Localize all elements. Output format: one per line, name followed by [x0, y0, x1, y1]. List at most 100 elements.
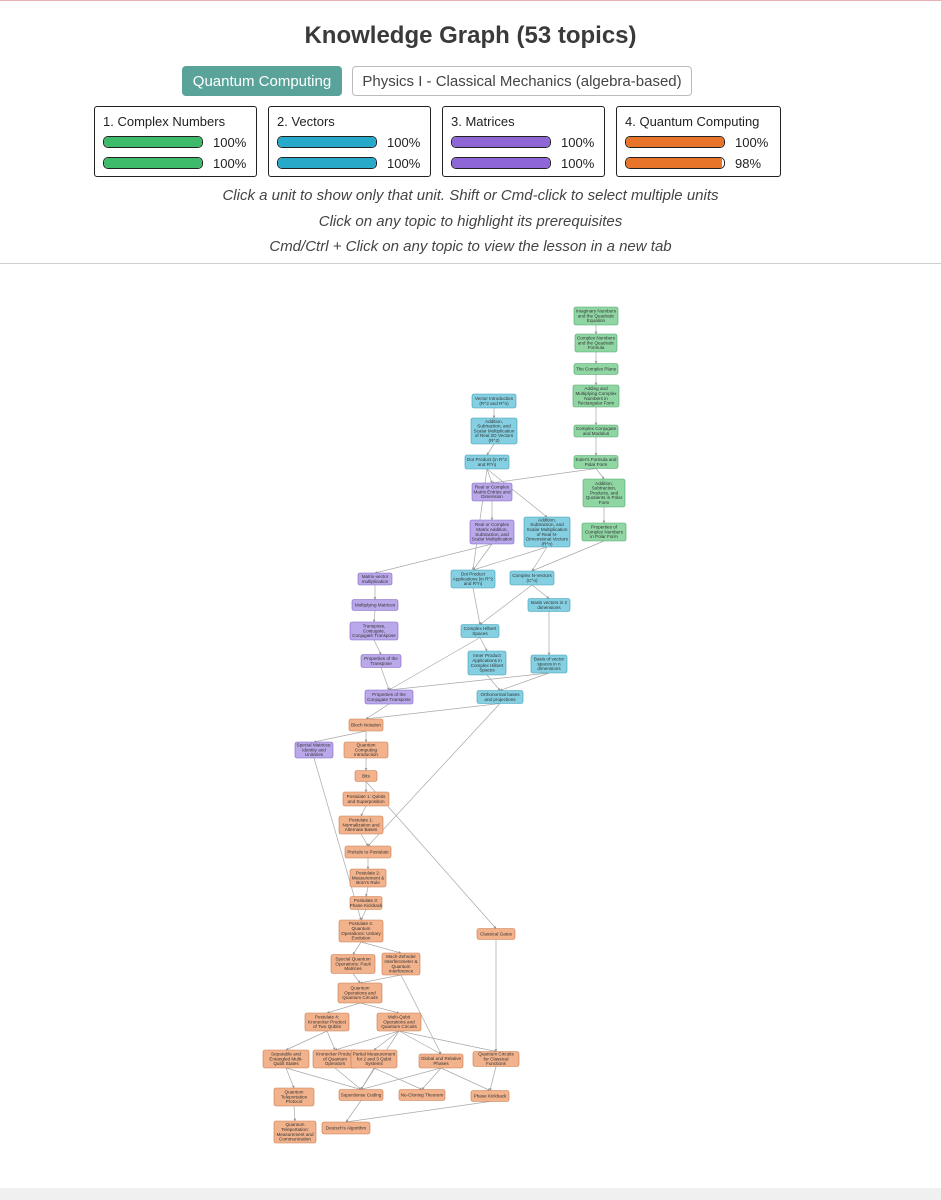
topic-node-q3[interactable]: Bits [354, 770, 378, 782]
graph-edge [440, 1067, 491, 1091]
graph-edge [398, 1030, 497, 1053]
course-button-quantum-computing[interactable]: Quantum Computing [182, 66, 342, 96]
topic-node-c7[interactable]: Addition,Subtraction,Products, andQuotie… [582, 478, 626, 508]
topic-node-label: Euler's Formula and [576, 457, 617, 462]
topic-node-q6[interactable]: Prelude to Postulate [344, 845, 392, 859]
topic-node-q12[interactable]: Classical Gates [476, 928, 516, 940]
graph-edge [365, 703, 501, 721]
unit-card-complex-numbers[interactable]: 1. Complex Numbers 100% 100% [94, 106, 257, 177]
topic-node-q7[interactable]: Postulate 2:Measurement &Born's Rule [349, 868, 387, 888]
graph-edge [531, 540, 605, 572]
topic-node-c3[interactable]: The Complex Plane [573, 363, 619, 375]
topic-node-label: Basis vectors in 2 [531, 600, 567, 605]
topic-node-label: Subtraction, and [475, 532, 509, 537]
topic-node-box [349, 621, 399, 641]
topic-node-label: Complex Conjugate [576, 426, 617, 431]
unit-card-matrices[interactable]: 3. Matrices 100% 100% [442, 106, 605, 177]
topic-node-label: Complex Numbers [585, 529, 624, 534]
course-button-physics[interactable]: Physics I - Classical Mechanics (algebra… [352, 66, 692, 96]
topic-node-label: dimensions [537, 605, 561, 610]
topic-node-v6[interactable]: Complex N-Vectors(C^n) [509, 570, 555, 586]
topic-node-label: Matrix Entries and [473, 489, 510, 494]
topic-node-m4[interactable]: Multiplying Matrices [351, 599, 399, 611]
unit-card-quantum-computing[interactable]: 4. Quantum Computing 100% 98% [616, 106, 781, 177]
unit-card-vectors[interactable]: 2. Vectors 100% 100% [268, 106, 431, 177]
topic-node-label: Alternate Bases [345, 827, 378, 832]
topic-node-label: Multiplying Complex [575, 391, 617, 396]
topic-node-label: Quantum Circuits [478, 1052, 514, 1057]
topic-node-box [573, 306, 619, 326]
topic-node-q26[interactable]: Deutsch's Algorithm [321, 1121, 371, 1135]
progress-bar [451, 157, 551, 169]
graph-edge [360, 909, 367, 921]
topic-node-label: Complex N-Vectors [512, 573, 552, 578]
topic-node-label: and R^n) [464, 581, 483, 586]
topic-node-q22[interactable]: Superdense Coding [338, 1089, 384, 1101]
topic-node-label: Spaces [479, 668, 495, 673]
graph-edge [313, 730, 367, 743]
topic-node-label: Quotients in Polar [586, 495, 623, 500]
graph-edge [374, 543, 493, 574]
graph-edge [373, 1067, 423, 1090]
topic-node-label: in Polar Form [590, 534, 618, 539]
graph-edge [360, 805, 367, 817]
topic-node-q24[interactable]: Phase Kickback [470, 1090, 510, 1102]
topic-node-box [573, 424, 619, 438]
topic-node-q8[interactable]: Postulate 3:Phase Kickback [349, 896, 383, 910]
topic-node-q1[interactable]: Bloch Notation [348, 718, 384, 732]
topic-node-label: Quantum [286, 1122, 305, 1127]
topic-node-box [349, 896, 383, 910]
topic-node-label: Applications in [472, 658, 502, 663]
topic-node-box [304, 1012, 350, 1032]
graph-edge [359, 974, 402, 984]
topic-node-q23[interactable]: No-Cloning Theorem [398, 1089, 446, 1101]
graph-edge [285, 1067, 362, 1091]
graph-edge [352, 941, 362, 955]
topic-node-m5[interactable]: Transpose,Conjugate,Conjugate Transpose [349, 621, 399, 641]
graph-edge [359, 1002, 400, 1014]
topic-node-label: Dimensional Vectors [526, 537, 569, 542]
topic-node-v1[interactable]: Vector Introduction(R^2 and R^n) [471, 393, 517, 409]
topic-node-box [357, 572, 393, 586]
graph-edge [372, 610, 376, 623]
topic-node-label: Operators [325, 1061, 346, 1066]
topic-node-label: and the Quadratic [578, 313, 615, 318]
